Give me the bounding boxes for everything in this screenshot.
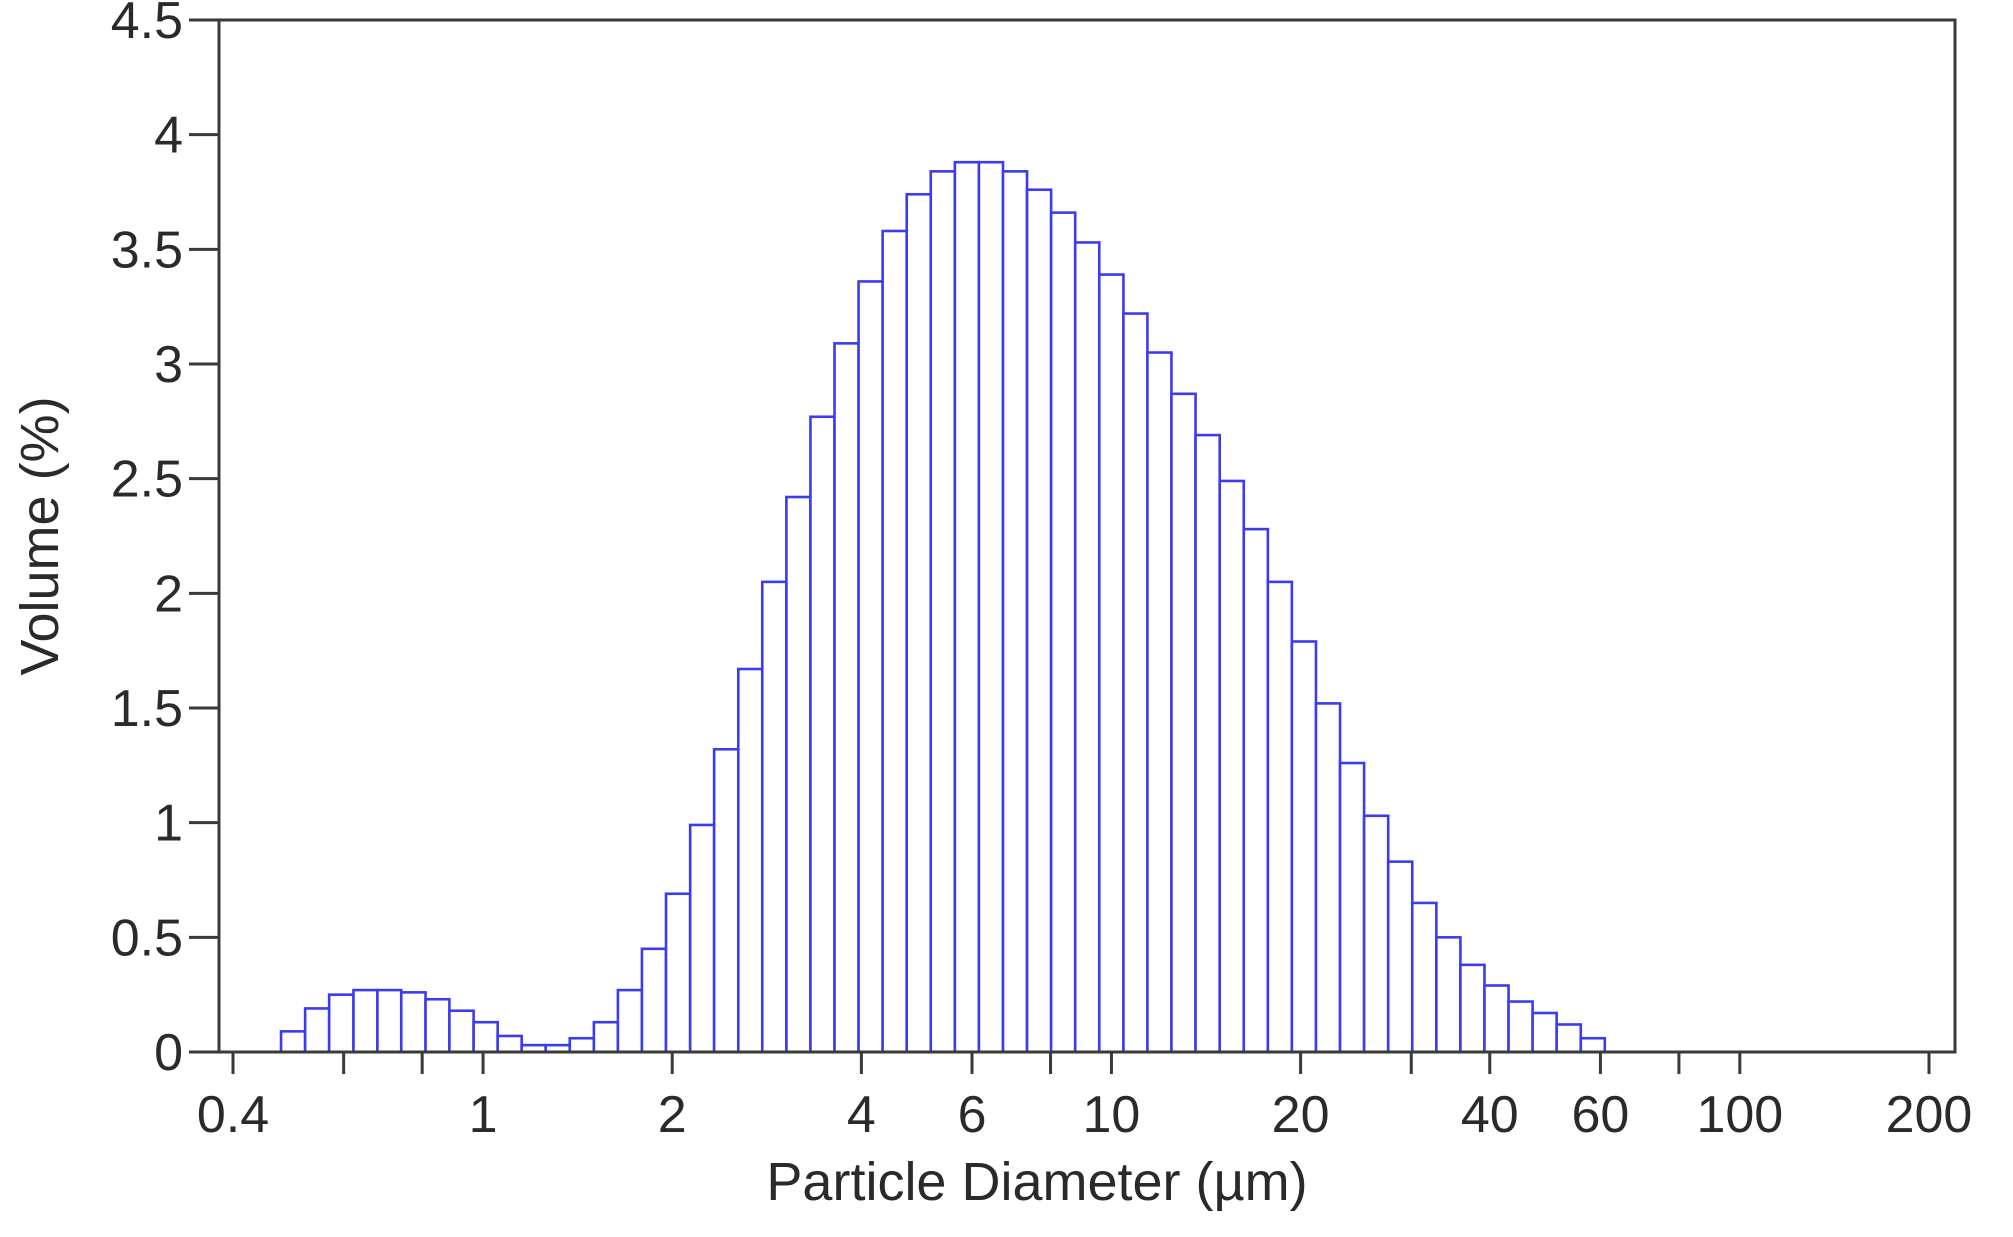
histogram-bar (303, 1007, 331, 1054)
histogram-bar (1386, 860, 1414, 1054)
y-axis-title: Volume (%) (10, 396, 70, 675)
histogram-bar (1555, 1023, 1583, 1054)
histogram-bar (1025, 188, 1053, 1054)
histogram-bar (352, 988, 379, 1054)
histogram-bar (929, 170, 957, 1054)
y-tick-label: 1.5 (111, 680, 183, 738)
histogram-bar (496, 1034, 523, 1054)
histogram-bar (1362, 814, 1390, 1054)
x-tick-label: 100 (1696, 1086, 1783, 1144)
histogram-bar (1218, 479, 1246, 1054)
histogram-bar (616, 988, 644, 1054)
histogram-bar (1290, 640, 1318, 1054)
x-tick-label: 2 (658, 1086, 687, 1144)
histogram-bar (1073, 241, 1101, 1054)
histogram-bar (1001, 170, 1029, 1054)
histogram-bar (327, 993, 355, 1054)
histogram-bar (1507, 1000, 1534, 1054)
y-axis-ticks: 0 0.5 1 1.5 2 2.5 3 3.5 4 4.5 (111, 0, 219, 1082)
histogram-bar (833, 342, 860, 1054)
histogram-bar (568, 1036, 596, 1054)
histogram-bar (1314, 702, 1342, 1054)
histogram-bar (881, 229, 909, 1054)
y-tick-label: 4.5 (111, 0, 183, 50)
y-tick-label: 2.5 (111, 451, 183, 509)
x-tick-label: 0.4 (197, 1086, 269, 1144)
histogram-bar (712, 747, 740, 1054)
histogram-bar (399, 991, 427, 1054)
histogram-bar (809, 415, 836, 1054)
histogram-bar (1146, 351, 1173, 1054)
x-tick-label: 20 (1272, 1086, 1330, 1144)
histogram-bar (472, 1020, 499, 1054)
histogram-bar (1097, 273, 1125, 1054)
histogram-bar (664, 892, 692, 1054)
x-tick-label: 60 (1571, 1086, 1629, 1144)
histogram-bar (785, 495, 812, 1054)
histogram-bar (424, 997, 451, 1054)
y-tick-label: 3 (154, 336, 183, 394)
x-tick-label: 6 (958, 1086, 987, 1144)
histogram-bar (1579, 1036, 1607, 1054)
histogram-bar (1435, 936, 1462, 1054)
x-axis-title: Particle Diameter (µm) (766, 1152, 1307, 1212)
histogram-bar (1483, 984, 1510, 1054)
y-tick-label: 0 (154, 1024, 183, 1082)
histogram-bar (1531, 1011, 1558, 1054)
histogram-bar (1242, 527, 1270, 1054)
histogram-bar (1049, 211, 1077, 1054)
histogram-bar (905, 192, 933, 1054)
histogram-bar (448, 1009, 475, 1054)
histogram-bar (279, 1030, 307, 1054)
x-tick-label: 10 (1083, 1086, 1141, 1144)
histogram-bar (760, 580, 788, 1054)
histogram-bar (1170, 392, 1197, 1054)
histogram-bar (977, 160, 1005, 1054)
histogram-bar (953, 160, 981, 1054)
histogram-bar (640, 947, 668, 1054)
histogram-bar (592, 1020, 620, 1054)
histogram-bar (1459, 963, 1486, 1054)
y-tick-label: 2 (154, 565, 183, 623)
y-tick-label: 3.5 (111, 221, 183, 279)
x-tick-label: 4 (847, 1086, 876, 1144)
x-tick-label: 40 (1461, 1086, 1519, 1144)
histogram-bar (857, 280, 884, 1054)
y-tick-label: 0.5 (111, 909, 183, 967)
y-tick-label: 1 (154, 795, 183, 853)
x-tick-label: 200 (1886, 1086, 1973, 1144)
histogram-bar (376, 988, 403, 1054)
histogram-bar (1338, 761, 1366, 1054)
histogram-bar (1410, 901, 1438, 1054)
y-tick-label: 4 (154, 107, 183, 165)
histogram-bar (688, 823, 716, 1054)
histogram-bar (737, 667, 764, 1054)
histogram-bar (1266, 580, 1294, 1054)
histogram-bar (1122, 312, 1149, 1054)
histogram-bar (1194, 433, 1222, 1054)
x-axis-ticks: 0.4 1 2 4 6 10 20 40 60 100 200 (197, 1052, 1973, 1144)
x-tick-label: 1 (469, 1086, 498, 1144)
bars-layer (279, 160, 1607, 1054)
